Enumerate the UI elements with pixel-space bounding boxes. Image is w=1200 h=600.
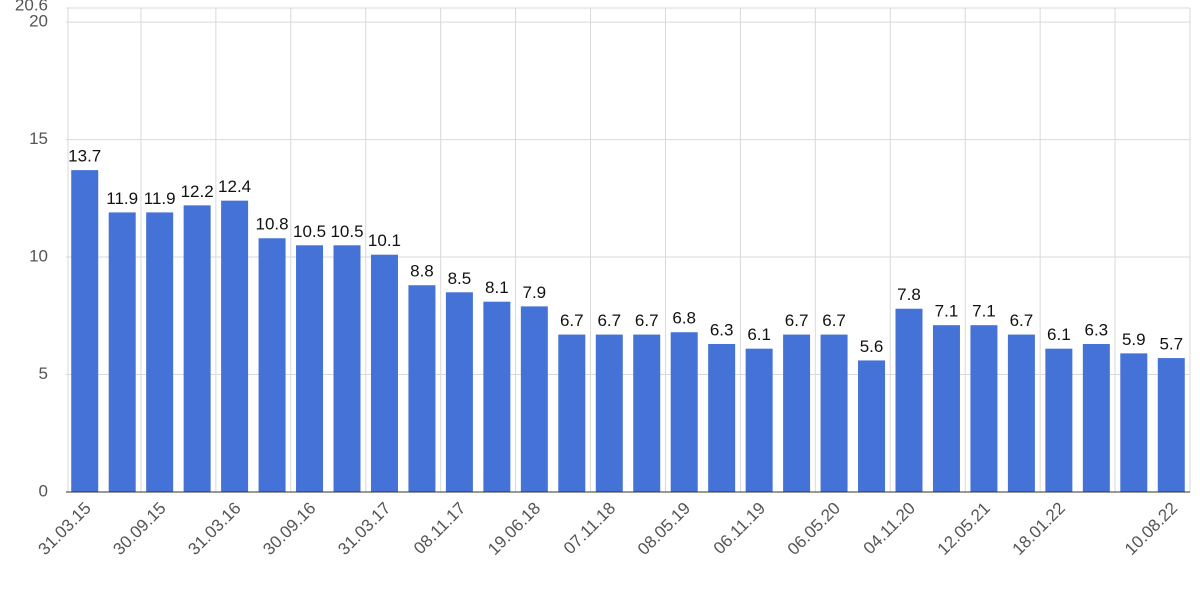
bar xyxy=(370,254,398,492)
y-tick-label: 20.6 xyxy=(15,0,48,14)
bar xyxy=(745,348,773,492)
value-label: 10.5 xyxy=(293,222,326,241)
value-label: 12.4 xyxy=(218,177,251,196)
bar xyxy=(258,238,286,492)
bar xyxy=(108,212,136,492)
bar xyxy=(708,343,736,492)
value-label: 11.9 xyxy=(144,189,176,208)
value-label: 10.8 xyxy=(256,215,289,234)
value-label: 7.8 xyxy=(897,285,921,304)
value-label: 7.1 xyxy=(935,302,959,321)
bar xyxy=(1157,358,1185,492)
value-label: 7.9 xyxy=(523,283,547,302)
y-tick-label: 15 xyxy=(29,129,48,148)
x-tick-label: 18.01.22 xyxy=(1009,499,1069,559)
x-tick-label: 06.05.20 xyxy=(784,499,844,559)
value-label: 10.1 xyxy=(368,231,401,250)
value-label: 5.6 xyxy=(860,337,884,356)
x-tick-label: 10.08.22 xyxy=(1121,499,1181,559)
x-tick-label: 08.05.19 xyxy=(634,499,694,559)
bar xyxy=(183,205,211,492)
x-tick-label: 31.03.15 xyxy=(34,499,94,559)
value-label: 6.7 xyxy=(1010,311,1034,330)
bar xyxy=(1082,343,1110,492)
x-tick-label: 31.03.17 xyxy=(334,499,394,559)
value-label: 5.9 xyxy=(1122,330,1146,349)
value-label: 6.7 xyxy=(822,311,846,330)
bar xyxy=(1007,334,1035,492)
value-label: 6.7 xyxy=(597,311,621,330)
x-tick-label: 31.03.16 xyxy=(184,499,244,559)
bar xyxy=(558,334,586,492)
bar xyxy=(445,292,473,492)
x-tick-label: 12.05.21 xyxy=(934,499,994,559)
x-tick-label: 30.09.15 xyxy=(109,499,169,559)
y-tick-label: 10 xyxy=(29,247,48,266)
bar xyxy=(633,334,661,492)
bar xyxy=(783,334,811,492)
value-label: 6.7 xyxy=(560,311,584,330)
value-label: 13.7 xyxy=(68,147,101,166)
bar xyxy=(296,245,324,492)
bar xyxy=(71,170,99,492)
bar xyxy=(932,325,960,492)
bar xyxy=(820,334,848,492)
value-label: 5.7 xyxy=(1159,335,1183,354)
bar xyxy=(520,306,548,492)
value-label: 8.5 xyxy=(448,269,472,288)
x-tick-label: 04.11.20 xyxy=(860,499,919,558)
y-tick-label: 20 xyxy=(29,12,48,31)
x-tick-label: 30.09.16 xyxy=(259,499,319,559)
value-label: 6.3 xyxy=(1085,320,1109,339)
bar xyxy=(858,360,886,492)
bar xyxy=(221,200,249,492)
bar xyxy=(1120,353,1148,492)
value-label: 8.1 xyxy=(485,278,509,297)
x-tick-label: 07.11.18 xyxy=(560,499,619,558)
x-tick-label: 19.06.18 xyxy=(484,499,544,559)
bar xyxy=(1045,348,1073,492)
value-label: 7.1 xyxy=(972,302,996,321)
bar xyxy=(895,308,923,492)
bar xyxy=(483,301,511,492)
bar xyxy=(408,285,436,492)
value-label: 6.1 xyxy=(1047,325,1071,344)
bar xyxy=(670,332,698,492)
bar xyxy=(595,334,623,492)
value-label: 10.5 xyxy=(330,222,363,241)
value-label: 6.1 xyxy=(747,325,771,344)
value-label: 6.3 xyxy=(710,320,734,339)
bar xyxy=(333,245,361,492)
bar xyxy=(146,212,174,492)
value-label: 6.7 xyxy=(785,311,809,330)
y-tick-label: 5 xyxy=(39,364,48,383)
value-label: 6.7 xyxy=(635,311,659,330)
y-tick-label: 0 xyxy=(39,481,48,500)
x-tick-label: 06.11.19 xyxy=(710,499,769,558)
value-label: 8.8 xyxy=(410,262,434,281)
x-tick-label: 08.11.17 xyxy=(410,499,469,558)
value-label: 12.2 xyxy=(181,182,214,201)
value-label: 11.9 xyxy=(106,189,138,208)
bar xyxy=(970,325,998,492)
value-label: 6.8 xyxy=(672,309,696,328)
